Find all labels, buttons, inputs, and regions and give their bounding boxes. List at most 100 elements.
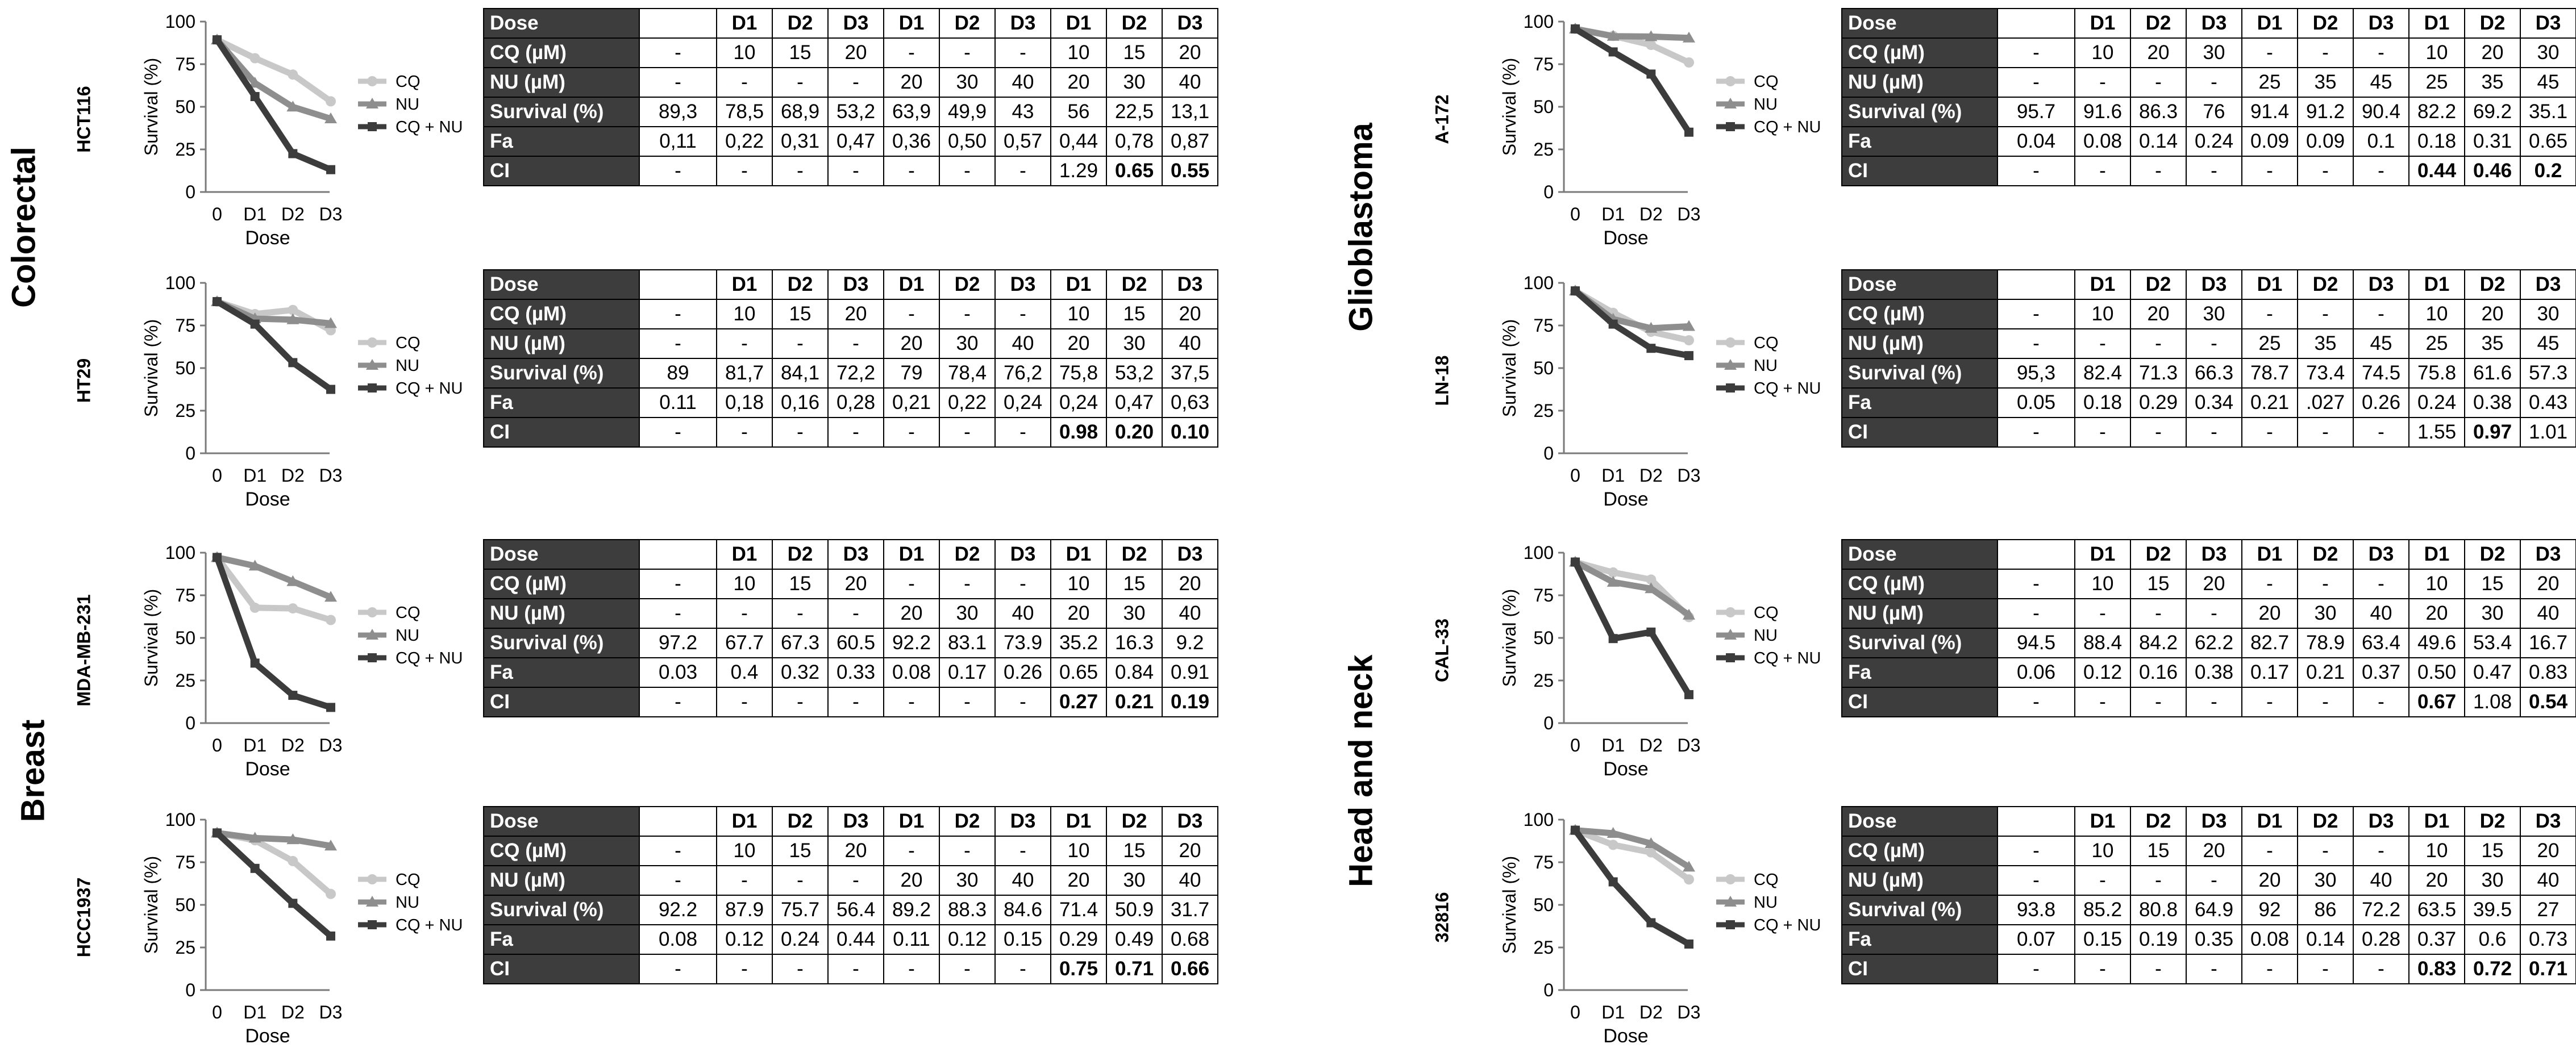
table-cell: - (1997, 37, 2075, 68)
data-point-combo (213, 828, 222, 838)
x-tick-label: D1 (243, 204, 267, 224)
table-cell: 0.83 (2520, 657, 2576, 688)
table-row-ci: CI - - - - - - -0.98 0.20 0.10 (483, 417, 1218, 448)
table-row-cq: CQ (µM) -10 15 20- - -10 15 20 (1841, 836, 2576, 866)
row-header: Fa (1841, 924, 1998, 955)
table-cell: - (939, 687, 996, 717)
dose-header: D3 (2186, 806, 2242, 837)
legend-label-cq: CQ (1754, 334, 1779, 352)
table-cell: 0.07 (1997, 924, 2075, 955)
table-row-survival: Survival (%) 89,3 78,5 68,9 53,2 63,9 49,9 43 56… (483, 97, 1218, 127)
y-tick-label: 75 (175, 852, 195, 872)
x-tick-label: D2 (1639, 204, 1663, 224)
table-cell: 15 (1106, 37, 1163, 68)
row-header: Survival (%) (1841, 895, 1998, 925)
table-cell: - (716, 156, 773, 186)
dose-header: D1 (883, 539, 940, 570)
table-cell: 1.55 (2408, 417, 2465, 448)
table-cell: 76,2 (994, 358, 1051, 389)
dose-header: D2 (939, 806, 996, 837)
table-cell: 20 (1162, 836, 1218, 866)
table-cell: 78,5 (716, 97, 773, 127)
dose-header: D1 (716, 269, 773, 300)
table-cell: .027 (2297, 387, 2354, 418)
table-cell: 30 (939, 865, 996, 896)
y-tick-label: 25 (175, 670, 195, 691)
series-line-cq (215, 37, 333, 104)
row-header: CI (483, 156, 640, 186)
dose-header: D3 (994, 539, 1051, 570)
row-header: Fa (483, 387, 640, 418)
data-point-nu (324, 840, 337, 851)
row-header: Survival (%) (1841, 358, 1998, 389)
table-cell: - (772, 156, 829, 186)
y-tick-label: 100 (165, 11, 195, 32)
table-cell: 0.68 (1162, 924, 1218, 955)
dose-header: D3 (827, 539, 884, 570)
series-combo (213, 35, 335, 174)
table-cell: 94.5 (1997, 628, 2075, 658)
table-cell: 20 (2408, 598, 2465, 629)
y-tick-label: 100 (1524, 809, 1554, 830)
table-cell: 89,3 (639, 97, 717, 127)
y-tick-label: 100 (165, 273, 195, 293)
table-cell: 10 (716, 569, 773, 599)
table-row-ci: CI - - - - - - -0.27 0.21 0.19 (483, 687, 1218, 717)
table-cell: 0.19 (1162, 687, 1218, 717)
table-cell (1997, 8, 2075, 39)
data-table: Dose D1 D2 D3 D1 D2 D3 D1 D2 D3 CQ (µM) -10 20 30- - -1… (1841, 8, 2576, 186)
dose-header: D1 (2408, 269, 2465, 300)
x-axis-title: Dose (245, 227, 290, 249)
table-cell: 20 (827, 569, 884, 599)
axes: 0 25 50 75 100 0 D1 D2 D3 Dose Survival (%) (1499, 273, 1700, 510)
table-row-nu: NU (µM) - - - -20 30 40 20 30 40 (483, 865, 1218, 896)
table-cell: 20 (2130, 37, 2187, 68)
table-cell: - (2130, 687, 2187, 717)
table-cell: 0.11 (883, 924, 940, 955)
table-cell: 30 (2520, 299, 2576, 329)
table-cell: 35.1 (2520, 97, 2576, 127)
legend-marker-combo (1726, 920, 1735, 929)
series-combo (213, 828, 335, 941)
table-cell: 80.8 (2130, 895, 2187, 925)
row-header: CI (1841, 687, 1998, 717)
table-cell: 0.38 (2186, 657, 2242, 688)
table-cell: - (2130, 954, 2187, 984)
table-cell: 20 (1162, 299, 1218, 329)
row-header: CI (1841, 954, 1998, 984)
y-tick-label: 25 (1533, 139, 1554, 160)
table-cell: 30 (2297, 865, 2354, 896)
table-cell: - (827, 67, 884, 98)
table-cell: 25 (2408, 328, 2465, 359)
dose-header: D1 (2408, 806, 2465, 837)
dose-header: D1 (2408, 8, 2465, 39)
dose-header: D2 (1106, 539, 1163, 570)
table-cell: 62.2 (2186, 628, 2242, 658)
row-header: NU (µM) (1841, 598, 1998, 629)
data-point-combo (250, 92, 260, 101)
x-axis-title: Dose (1603, 227, 1648, 249)
y-tick-label: 100 (1524, 542, 1554, 563)
x-tick-label: D2 (1639, 465, 1663, 486)
table-cell: - (883, 836, 940, 866)
y-tick-label: 25 (1533, 400, 1554, 421)
table-cell: 10 (2074, 37, 2131, 68)
row-header: Dose (483, 806, 640, 837)
x-tick-label: D1 (243, 1002, 267, 1022)
table-cell: 43 (994, 97, 1051, 127)
table-cell: 0.09 (2241, 126, 2298, 157)
table-cell: - (2241, 417, 2298, 448)
row-header: CQ (µM) (1841, 299, 1998, 329)
y-tick-label: 75 (175, 54, 195, 74)
table-cell: - (716, 598, 773, 629)
table-cell: 0.49 (1106, 924, 1163, 955)
table-cell: 15 (772, 37, 829, 68)
data-point-combo (1684, 351, 1693, 361)
table-cell: 86 (2297, 895, 2354, 925)
y-tick-label: 0 (185, 713, 195, 733)
table-cell: - (939, 299, 996, 329)
table-cell: 40 (994, 328, 1051, 359)
table-cell: 15 (1106, 299, 1163, 329)
row-header: NU (µM) (1841, 865, 1998, 896)
table-cell: 0.72 (2464, 954, 2521, 984)
